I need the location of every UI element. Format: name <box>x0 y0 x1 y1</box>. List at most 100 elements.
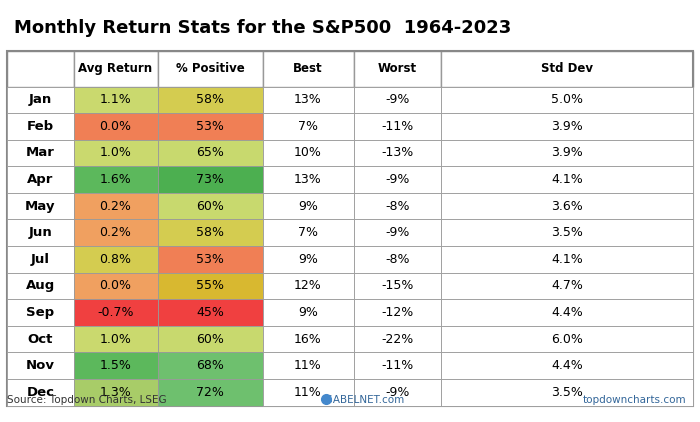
Bar <box>158 299 262 326</box>
Text: 3.6%: 3.6% <box>551 200 583 213</box>
Bar <box>7 193 74 219</box>
Bar <box>74 140 158 166</box>
Text: May: May <box>25 200 55 213</box>
Text: Best: Best <box>293 62 323 75</box>
Text: Jul: Jul <box>31 253 50 266</box>
Bar <box>441 352 693 379</box>
Text: Sep: Sep <box>26 306 55 319</box>
Text: -9%: -9% <box>385 386 410 399</box>
Text: Dec: Dec <box>27 386 55 399</box>
Bar <box>7 166 74 193</box>
Bar <box>354 379 441 406</box>
Text: 6.0%: 6.0% <box>551 333 583 346</box>
Bar <box>74 113 158 140</box>
Text: ISABELNET.com: ISABELNET.com <box>323 395 405 405</box>
Bar <box>262 140 354 166</box>
Bar <box>74 326 158 352</box>
Bar <box>441 51 693 87</box>
Bar <box>158 51 262 87</box>
Bar <box>441 166 693 193</box>
Bar <box>74 352 158 379</box>
Text: 7%: 7% <box>298 120 318 133</box>
Text: 72%: 72% <box>196 386 224 399</box>
Text: 4.1%: 4.1% <box>551 253 583 266</box>
Text: 65%: 65% <box>196 146 224 160</box>
Text: 0.8%: 0.8% <box>99 253 132 266</box>
Text: -9%: -9% <box>385 226 410 239</box>
Text: Worst: Worst <box>378 62 416 75</box>
Text: 9%: 9% <box>298 253 318 266</box>
Text: -8%: -8% <box>385 253 410 266</box>
Text: 11%: 11% <box>294 386 322 399</box>
Bar <box>158 326 262 352</box>
Bar <box>354 113 441 140</box>
Bar <box>262 193 354 219</box>
Text: 4.4%: 4.4% <box>551 359 583 372</box>
Bar <box>262 299 354 326</box>
Text: 9%: 9% <box>298 200 318 213</box>
Bar <box>158 166 262 193</box>
Text: Std Dev: Std Dev <box>541 62 593 75</box>
Bar <box>7 140 74 166</box>
Text: -11%: -11% <box>381 359 414 372</box>
Text: 53%: 53% <box>196 253 224 266</box>
Bar <box>7 352 74 379</box>
Text: -22%: -22% <box>381 333 414 346</box>
Bar <box>441 246 693 273</box>
Bar <box>262 379 354 406</box>
Bar <box>441 273 693 299</box>
Text: 13%: 13% <box>294 173 322 186</box>
Text: Monthly Return Stats for the S&P500  1964-2023: Monthly Return Stats for the S&P500 1964… <box>14 19 511 37</box>
Bar <box>7 273 74 299</box>
Text: 55%: 55% <box>196 279 224 292</box>
Bar <box>158 193 262 219</box>
Text: 12%: 12% <box>294 279 322 292</box>
Text: 5.0%: 5.0% <box>551 93 583 106</box>
Text: topdowncharts.com: topdowncharts.com <box>582 395 686 405</box>
Text: Oct: Oct <box>27 333 53 346</box>
Bar <box>7 379 74 406</box>
Text: 9%: 9% <box>298 306 318 319</box>
Bar <box>354 273 441 299</box>
Bar <box>262 246 354 273</box>
Text: 4.1%: 4.1% <box>551 173 583 186</box>
Bar <box>74 87 158 113</box>
Bar <box>441 113 693 140</box>
Text: Jun: Jun <box>29 226 52 239</box>
Bar <box>441 379 693 406</box>
Bar <box>354 299 441 326</box>
Bar <box>354 326 441 352</box>
Text: 4.4%: 4.4% <box>551 306 583 319</box>
Text: 1.6%: 1.6% <box>99 173 132 186</box>
Text: -12%: -12% <box>381 306 414 319</box>
Bar <box>74 246 158 273</box>
Text: -8%: -8% <box>385 200 410 213</box>
Text: 0.0%: 0.0% <box>99 120 132 133</box>
Text: 1.5%: 1.5% <box>99 359 132 372</box>
Bar <box>158 273 262 299</box>
Bar <box>262 87 354 113</box>
Bar <box>74 51 158 87</box>
Text: -13%: -13% <box>381 146 414 160</box>
Bar <box>441 299 693 326</box>
Bar <box>354 193 441 219</box>
Bar <box>354 51 441 87</box>
Text: 73%: 73% <box>196 173 224 186</box>
Bar <box>262 273 354 299</box>
Text: Mar: Mar <box>26 146 55 160</box>
Text: 1.3%: 1.3% <box>99 386 132 399</box>
Bar <box>262 51 354 87</box>
Text: 11%: 11% <box>294 359 322 372</box>
Text: 3.5%: 3.5% <box>551 386 583 399</box>
Text: 60%: 60% <box>196 333 224 346</box>
Text: Nov: Nov <box>26 359 55 372</box>
Text: 1.0%: 1.0% <box>99 333 132 346</box>
Bar <box>354 87 441 113</box>
Bar <box>441 193 693 219</box>
Bar <box>7 113 74 140</box>
Text: 7%: 7% <box>298 226 318 239</box>
Bar <box>158 140 262 166</box>
Text: 60%: 60% <box>196 200 224 213</box>
Text: 1.0%: 1.0% <box>99 146 132 160</box>
Text: 58%: 58% <box>196 93 224 106</box>
